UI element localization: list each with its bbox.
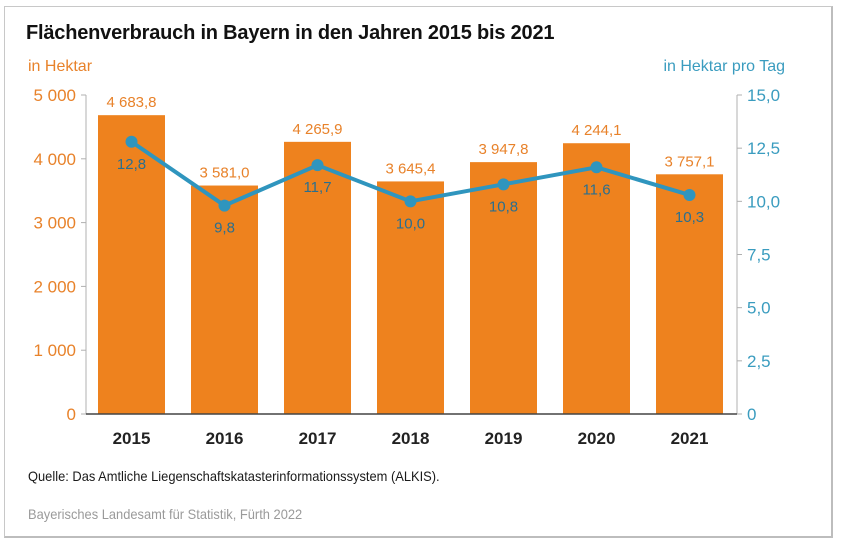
right-axis-tick-label: 10,0 xyxy=(747,192,780,211)
line-value-label: 11,7 xyxy=(303,179,331,196)
x-axis-tick-label: 2021 xyxy=(671,429,709,448)
line-point xyxy=(218,199,231,212)
left-axis-tick-label: 1 000 xyxy=(33,341,76,360)
x-axis-tick-label: 2018 xyxy=(392,429,430,448)
bar-value-label: 4 244,1 xyxy=(571,122,621,139)
x-axis-tick-label: 2017 xyxy=(299,429,337,448)
line-value-label: 11,6 xyxy=(582,181,610,198)
line-value-label: 9,8 xyxy=(214,220,235,237)
right-axis-tick-label: 15,0 xyxy=(747,86,780,105)
bar xyxy=(377,181,444,414)
right-axis-tick-label: 7,5 xyxy=(747,246,771,265)
line-value-label: 10,0 xyxy=(396,215,425,232)
line-value-label: 12,8 xyxy=(117,156,146,173)
left-axis-tick-label: 0 xyxy=(67,405,76,424)
x-axis-tick-label: 2019 xyxy=(485,429,523,448)
right-axis-tick-label: 0 xyxy=(747,405,756,424)
line-point xyxy=(311,159,324,172)
bar-value-label: 4 683,8 xyxy=(106,94,156,111)
line-point xyxy=(125,135,138,148)
left-axis-tick-label: 5 000 xyxy=(33,86,76,105)
x-axis-tick-label: 2016 xyxy=(206,429,244,448)
left-axis-tick-label: 4 000 xyxy=(33,150,76,169)
bar-value-label: 4 265,9 xyxy=(292,121,342,138)
left-axis-tick-label: 2 000 xyxy=(33,277,76,296)
line-point xyxy=(683,188,696,201)
line-value-label: 10,3 xyxy=(675,209,704,226)
right-axis-unit-label: in Hektar pro Tag xyxy=(663,58,785,75)
bar-value-label: 3 645,4 xyxy=(385,160,435,177)
bar xyxy=(656,174,723,414)
source-note: Quelle: Das Amtliche Liegenschaftskatast… xyxy=(28,468,440,484)
bar xyxy=(98,115,165,415)
left-axis-unit-label: in Hektar xyxy=(28,58,93,75)
left-axis-tick-label: 3 000 xyxy=(33,214,76,233)
right-axis-tick-label: 12,5 xyxy=(747,139,780,158)
bar xyxy=(191,185,258,414)
line-point xyxy=(404,195,417,208)
bar-value-label: 3 947,8 xyxy=(478,141,528,158)
credit-note: Bayerisches Landesamt für Statistik, Für… xyxy=(28,506,303,522)
bar-value-label: 3 581,0 xyxy=(199,165,249,182)
bar xyxy=(284,141,351,415)
right-axis-tick-label: 5,0 xyxy=(747,299,771,318)
x-axis-tick-label: 2015 xyxy=(113,429,151,448)
line-value-label: 10,8 xyxy=(489,198,518,215)
bar-value-label: 3 757,1 xyxy=(664,153,714,170)
line-point xyxy=(497,178,510,191)
x-axis-tick-label: 2020 xyxy=(578,429,616,448)
chart-title: Flächenverbrauch in Bayern in den Jahren… xyxy=(26,22,555,44)
right-axis-tick-label: 2,5 xyxy=(747,352,771,371)
bar xyxy=(563,143,630,414)
bar xyxy=(470,162,537,414)
line-point xyxy=(590,161,603,174)
